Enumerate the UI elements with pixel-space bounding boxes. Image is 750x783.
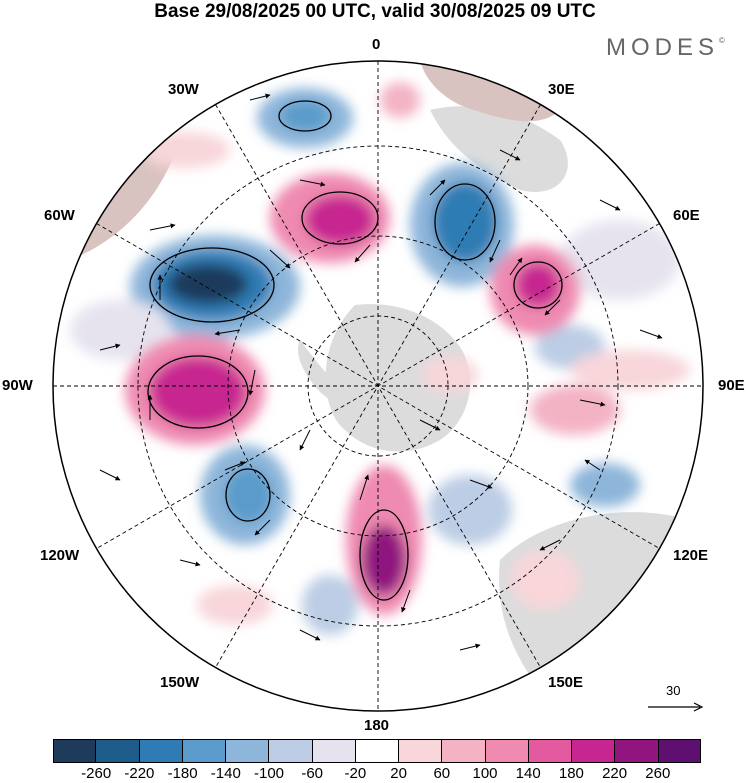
colorbar bbox=[53, 739, 701, 763]
colorbar-swatch bbox=[96, 739, 140, 763]
anomaly-blobs bbox=[70, 82, 690, 635]
colorbar-ticks: -260 -220 -180 -140 -100 -60 -20 20 60 100 140 180 2… bbox=[0, 765, 750, 783]
colorbar-tick-label: -60 bbox=[301, 765, 324, 782]
map-title: Base 29/08/2025 00 UTC, valid 30/08/2025… bbox=[154, 1, 596, 22]
colorbar-swatch bbox=[355, 739, 400, 763]
colorbar-swatch bbox=[658, 739, 701, 763]
lon-label-120e: 120E bbox=[673, 547, 709, 564]
lon-label-30w: 30W bbox=[168, 81, 199, 98]
colorbar-swatch bbox=[312, 739, 356, 763]
anomaly-field bbox=[53, 61, 703, 711]
brand-text: MODES bbox=[606, 34, 720, 61]
colorbar-tick-label: -180 bbox=[167, 765, 198, 782]
colorbar-swatch bbox=[53, 739, 97, 763]
lon-label-60w: 60W bbox=[44, 207, 75, 224]
colorbar-tick-label: 220 bbox=[602, 765, 628, 782]
colorbar-swatch bbox=[269, 739, 313, 763]
colorbar-swatch bbox=[226, 739, 270, 763]
colorbar-swatch bbox=[399, 739, 443, 763]
colorbar-tick-label: -20 bbox=[344, 765, 367, 782]
colorbar-swatch bbox=[182, 739, 227, 763]
colorbar-swatch bbox=[528, 739, 573, 763]
colorbar-swatch bbox=[615, 739, 659, 763]
colorbar-swatch bbox=[572, 739, 616, 763]
colorbar-swatch bbox=[442, 739, 486, 763]
colorbar-tick-label: -220 bbox=[124, 765, 155, 782]
colorbar-tick-label: -100 bbox=[253, 765, 285, 782]
brand-mark: © bbox=[719, 36, 725, 45]
colorbar-tick-label: -260 bbox=[81, 765, 112, 782]
lon-label-60e: 60E bbox=[673, 207, 700, 224]
colorbar-tick-label: 100 bbox=[472, 765, 498, 782]
colorbar-tick-label: -140 bbox=[210, 765, 241, 782]
lon-label-0: 0 bbox=[372, 36, 381, 53]
wind-vectors bbox=[99, 93, 663, 651]
lon-label-150w: 150W bbox=[160, 674, 200, 691]
reference-vector-label: 30 bbox=[666, 683, 681, 698]
colorbar-swatch bbox=[485, 739, 529, 763]
colorbar-swatch bbox=[139, 739, 183, 763]
colorbar-tick-label: 20 bbox=[390, 765, 407, 782]
lon-label-90e: 90E bbox=[718, 377, 745, 394]
colorbar-tick-label: 140 bbox=[515, 765, 541, 782]
map-boundary bbox=[52, 60, 704, 712]
brand-logo: MODES© bbox=[606, 34, 725, 62]
lon-label-180: 180 bbox=[364, 717, 390, 734]
colorbar-tick-label: 180 bbox=[558, 765, 584, 782]
graticule bbox=[53, 61, 703, 711]
lon-label-90w: 90W bbox=[2, 377, 33, 394]
lon-label-30e: 30E bbox=[548, 81, 575, 98]
lon-label-120w: 120W bbox=[40, 547, 80, 564]
colorbar-tick-label: 260 bbox=[645, 765, 671, 782]
reference-arrow-icon bbox=[648, 702, 704, 712]
lon-label-150e: 150E bbox=[548, 674, 584, 691]
colorbar-tick-label: 60 bbox=[433, 765, 451, 782]
